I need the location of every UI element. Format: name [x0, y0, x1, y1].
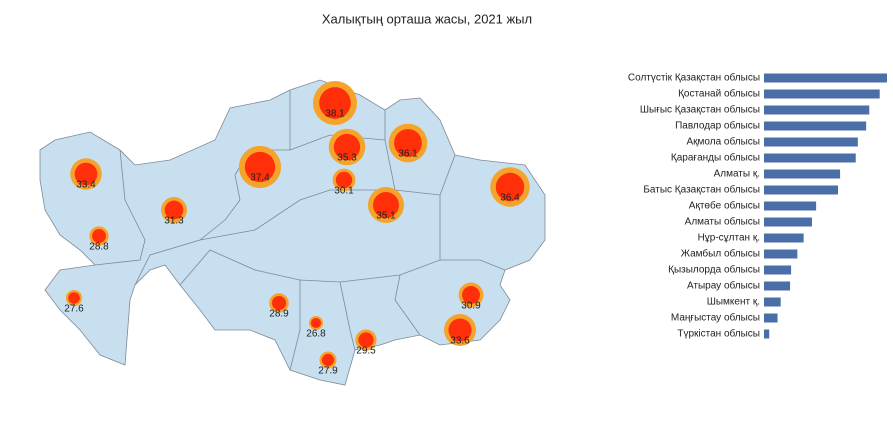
region-border: [289, 280, 301, 371]
bar: [764, 105, 870, 115]
bubble-core: [92, 229, 106, 243]
y-tick-label: Нұр-сұлтан қ.: [698, 233, 760, 244]
y-tick-label: Алматы облысы: [685, 216, 760, 228]
bar: [764, 137, 858, 147]
bubble-label: 38.1: [325, 109, 345, 120]
bar: [764, 265, 792, 275]
bubble-label: 37.4: [250, 173, 270, 184]
y-tick-label: Ақмола облысы: [687, 136, 761, 148]
bar: [764, 201, 817, 211]
y-tick-label: Солтүстік Қазақстан облысы: [628, 72, 760, 84]
bubble-core: [448, 318, 472, 342]
bubble-label: 29.5: [356, 346, 376, 357]
bubble-label: 33.6: [450, 336, 470, 347]
region-border: [179, 195, 441, 286]
region-border: [134, 90, 291, 286]
bar: [764, 297, 781, 307]
y-tick-label: Түркістан облысы: [677, 328, 760, 340]
bubble-core: [358, 332, 374, 348]
bar: [764, 281, 791, 291]
y-tick-label: Шығыс Қазақстан облысы: [640, 104, 760, 116]
bar: [764, 217, 812, 227]
bubble-label: 31.3: [164, 216, 184, 227]
bar: [764, 329, 770, 339]
bubble-core: [310, 317, 322, 329]
bubble-core: [74, 162, 98, 186]
bubble-core: [335, 171, 353, 189]
bubble-label: 35.3: [337, 153, 357, 164]
region-border: [94, 149, 146, 266]
bubble-label: 30.1: [334, 186, 354, 197]
bar: [764, 89, 880, 99]
bar: [764, 121, 867, 131]
bubble-label: 35.1: [376, 211, 396, 222]
bubble-label: 27.6: [64, 304, 84, 315]
y-tick-label: Алматы қ.: [714, 169, 760, 180]
bar: [764, 153, 856, 163]
bubble-label: 28.8: [89, 242, 109, 253]
bubble-label: 28.9: [269, 309, 289, 320]
region-border: [394, 274, 421, 336]
bubble-label: 36.1: [398, 149, 418, 160]
bar: [764, 73, 887, 83]
bar: [764, 249, 798, 259]
bar: [764, 313, 778, 323]
bubble-core: [319, 87, 351, 119]
bar: [764, 185, 839, 195]
y-tick-label: Маңғыстау облысы: [671, 312, 760, 324]
bubble-label: 33.4: [76, 180, 96, 191]
y-tick-label: Батыс Қазақстан облысы: [643, 184, 760, 196]
y-tick-label: Қызылорда облысы: [668, 264, 760, 276]
y-tick-label: Атырау облысы: [687, 280, 760, 292]
bubble-label: 27.9: [318, 366, 338, 377]
y-tick-label: Жамбыл облысы: [681, 248, 760, 260]
y-tick-label: Шымкент қ.: [707, 297, 760, 308]
bubble-core: [164, 200, 184, 220]
bubble-core: [373, 192, 399, 218]
y-tick-label: Қостанай облысы: [678, 88, 760, 100]
y-tick-label: Қарағанды облысы: [671, 152, 760, 164]
bubble-core: [394, 129, 422, 157]
chart-title: Халықтың орташа жасы, 2021 жыл: [322, 11, 532, 26]
region-border: [339, 281, 356, 351]
region-border: [384, 139, 456, 196]
bubble-core: [333, 133, 361, 161]
bubble-label: 36.4: [500, 193, 520, 204]
bubble-core: [68, 292, 80, 304]
bubble-core: [244, 151, 276, 183]
bubble-label: 26.8: [306, 329, 326, 340]
region-border: [440, 259, 506, 271]
region-border: [199, 189, 395, 241]
bubble-core: [495, 172, 525, 202]
bubble-core: [271, 295, 287, 311]
bar: [764, 169, 841, 179]
bubble-label: 30.9: [461, 301, 481, 312]
bubble-core: [321, 353, 335, 367]
bubble-core: [462, 286, 480, 304]
y-tick-label: Ақтөбе облысы: [689, 200, 760, 212]
bar: [764, 233, 804, 243]
y-tick-label: Павлодар облысы: [675, 120, 760, 132]
